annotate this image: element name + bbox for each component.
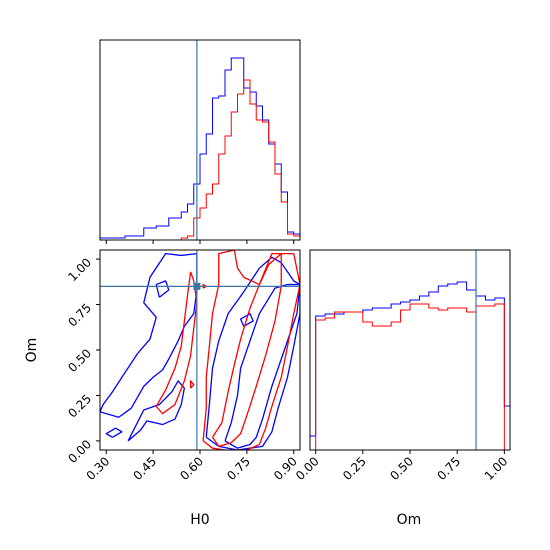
om-hist-series-0-step bbox=[309, 281, 511, 450]
om-hist-xtick-label-4: 1.00 bbox=[482, 454, 511, 483]
joint-xtick-label-2: 0.60 bbox=[177, 454, 206, 483]
joint-frame bbox=[99, 249, 301, 451]
joint-contour-3 bbox=[127, 380, 186, 442]
om-histogram-panel: 0.00 0.25 0.50 0.75 1.00 bbox=[293, 249, 511, 483]
h0-hist-frame bbox=[99, 39, 301, 241]
y-axis-label-om: Om bbox=[24, 338, 40, 363]
joint-xtick-label-1: 0.45 bbox=[130, 454, 159, 483]
joint-contour-9 bbox=[155, 271, 198, 415]
x-axis-label-h0: H0 bbox=[190, 512, 209, 528]
om-hist-series-1-step bbox=[310, 303, 510, 451]
joint-xtick-label-4: 0.90 bbox=[271, 454, 300, 483]
joint-ytick-label-2: 0.50 bbox=[65, 346, 94, 375]
om-hist-xtick-label-3: 0.75 bbox=[434, 454, 463, 483]
om-hist-xtick-label-2: 0.50 bbox=[387, 454, 416, 483]
om-hist-xtick-label-0: 0.00 bbox=[293, 454, 322, 483]
joint-contour-11 bbox=[189, 380, 195, 389]
joint-truth-marker bbox=[193, 282, 201, 290]
om-hist-xtick-label-1: 0.25 bbox=[340, 454, 369, 483]
joint-contour-panel: 0.30 0.45 0.60 0.75 0.90 0.00 0.25 0.50 0.75 1.00 bbox=[65, 249, 301, 483]
joint-contour-1 bbox=[205, 256, 300, 450]
om-hist-frame bbox=[309, 249, 511, 451]
joint-contour-6 bbox=[239, 312, 254, 327]
joint-contour-7 bbox=[211, 252, 282, 448]
joint-ytick-label-0: 0.00 bbox=[65, 437, 94, 466]
x-axis-label-om: Om bbox=[397, 512, 422, 528]
joint-ytick-label-1: 0.25 bbox=[65, 392, 94, 421]
joint-xtick-label-0: 0.30 bbox=[84, 454, 113, 483]
joint-contour-0 bbox=[224, 283, 300, 449]
joint-xtick-label-3: 0.75 bbox=[224, 454, 253, 483]
joint-contour-4 bbox=[155, 280, 170, 298]
h0-histogram-panel bbox=[99, 39, 301, 244]
joint-contours bbox=[100, 250, 300, 450]
joint-contour-5 bbox=[105, 427, 123, 438]
h0-hist-series-0-step bbox=[99, 57, 301, 240]
joint-contour-8 bbox=[202, 250, 300, 450]
joint-ytick-label-3: 0.75 bbox=[65, 301, 94, 330]
joint-ytick-label-4: 1.00 bbox=[65, 255, 94, 284]
